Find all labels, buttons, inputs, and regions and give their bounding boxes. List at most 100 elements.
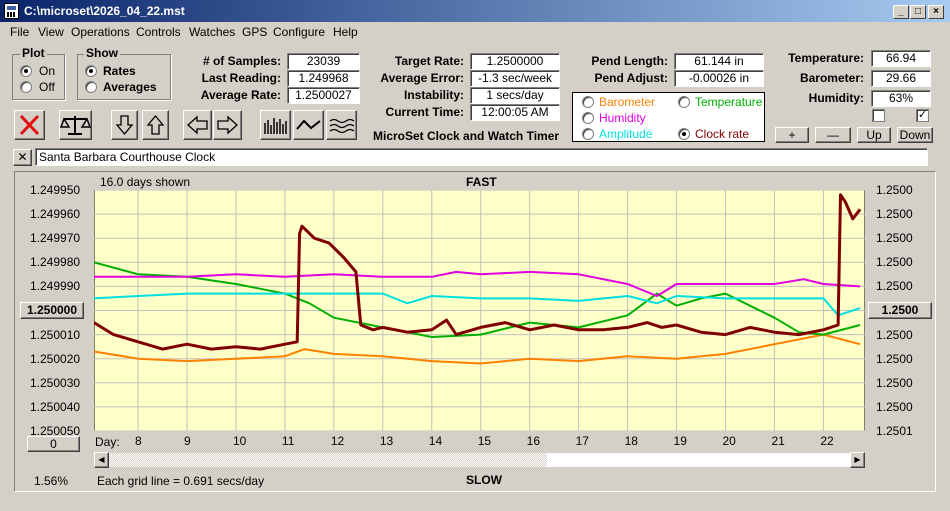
plot-grid (94, 190, 865, 431)
scroll-track[interactable] (109, 453, 547, 467)
average-error-label: Average Error: (380, 71, 464, 85)
scroll-thumb[interactable] (547, 453, 850, 467)
menu-controls[interactable]: Controls (136, 25, 181, 39)
menu-operations[interactable]: Operations (71, 25, 130, 39)
last-reading-value: 1.249968 (287, 70, 360, 87)
balance-button[interactable] (59, 110, 92, 140)
series-humidity-radio[interactable] (582, 112, 594, 124)
scroll-up-button[interactable] (142, 110, 169, 140)
option-checkbox-2[interactable]: ✓ (916, 109, 929, 122)
series-temperature-label: Temperature (695, 95, 763, 109)
days-shown-label: 16.0 days shown (100, 175, 191, 189)
stop-x-icon (19, 114, 40, 136)
plot-off-radio[interactable] (20, 81, 32, 93)
scroll-left-button[interactable] (183, 110, 212, 140)
average-rate-value: 1.2500027 (287, 87, 360, 104)
instability-label: Instability: (403, 88, 464, 102)
y-tick-right: 1.2500 (876, 231, 913, 246)
x-tick-label: 16 (526, 434, 541, 448)
x-tick-label: 12 (330, 434, 345, 448)
scroll-left-arrow-icon[interactable]: ◀ (94, 452, 109, 468)
x-tick-label: 22 (820, 434, 834, 448)
clear-name-button[interactable]: ✕ (13, 149, 32, 166)
stop-button[interactable] (14, 110, 45, 140)
average-error-value: -1.3 sec/week (470, 70, 560, 87)
y-tick-left: 1.249980 (30, 255, 81, 270)
x-tick-label: 18 (624, 434, 638, 448)
minus-button[interactable]: — (815, 127, 851, 143)
line-graph-icon (296, 119, 321, 130)
arrow-right-icon (217, 115, 238, 135)
app-icon[interactable] (4, 3, 19, 19)
slow-label: SLOW (466, 473, 502, 487)
arrow-left-icon (187, 115, 208, 135)
y-tick-left: 1.249950 (30, 183, 81, 197)
y-tick-right: 1.2500 (876, 399, 913, 414)
menu-watches[interactable]: Watches (189, 25, 236, 39)
x-tick-label: 19 (673, 434, 687, 448)
plus-button[interactable]: + (775, 127, 809, 143)
menu-gps[interactable]: GPS (242, 25, 268, 39)
series-temperature-radio[interactable] (678, 96, 690, 108)
series-amplitude-radio[interactable] (582, 128, 594, 140)
series-line-barometer (94, 333, 861, 365)
scroll-right-arrow-icon[interactable]: ▶ (850, 452, 865, 468)
y-tick-left: 1.250040 (30, 399, 81, 414)
last-reading-label: Last Reading: (201, 71, 281, 85)
title-bar (0, 0, 950, 22)
target-rate-value: 1.2500000 (470, 53, 560, 70)
instability-value: 1 secs/day (470, 87, 560, 104)
menu-configure[interactable]: Configure (273, 25, 326, 39)
series-clock-rate-radio[interactable] (678, 128, 690, 140)
x-tick-label: 11 (281, 434, 295, 448)
maximize-button[interactable]: □ (910, 5, 926, 19)
zoom-percent: 1.56% (34, 474, 69, 488)
line-view-button[interactable] (293, 110, 324, 140)
fast-label: FAST (466, 175, 497, 189)
menu-view[interactable]: View (38, 25, 64, 39)
show-rates-label: Rates (103, 64, 136, 78)
menu-file[interactable]: File (10, 25, 30, 39)
show-group-title: Show (84, 46, 120, 60)
x-tick-label: 17 (575, 434, 589, 448)
bar-graph-icon (264, 118, 287, 134)
scroll-right-button[interactable] (213, 110, 242, 140)
rate-plot (94, 190, 865, 431)
center-value-left[interactable]: 1.250000 (20, 302, 84, 319)
clock-name-field[interactable]: Santa Barbara Courthouse Clock (35, 148, 928, 166)
pend-adjust-label: Pend Adjust: (594, 71, 668, 85)
menu-help[interactable]: Help (333, 25, 358, 39)
smooth-view-button[interactable] (326, 110, 357, 140)
y-tick-right: 1.2500 (876, 207, 913, 222)
series-barometer-label: Barometer (599, 95, 656, 109)
plot-on-radio[interactable] (20, 65, 32, 77)
up-button[interactable]: Up (857, 127, 891, 143)
series-line-clock-rate (94, 193, 862, 351)
show-averages-label: Averages (103, 80, 157, 94)
down-button[interactable]: Down (897, 127, 933, 143)
x-tick-label: 21 (771, 434, 785, 448)
reset-zero-button[interactable]: 0 (27, 436, 80, 452)
minimize-button[interactable]: _ (893, 5, 909, 19)
y-tick-right: 1.2500 (876, 351, 913, 366)
plot-off-label: Off (39, 80, 55, 94)
y-tick-right: 1.2500 (876, 279, 913, 294)
option-checkbox-1[interactable] (872, 109, 885, 122)
series-humidity-label: Humidity (599, 111, 646, 125)
series-barometer-radio[interactable] (582, 96, 594, 108)
series-line-temperature (94, 261, 861, 338)
y-tick-left: 1.249960 (30, 207, 81, 222)
bar-view-button[interactable] (260, 110, 291, 140)
plot-series (94, 193, 862, 365)
show-group (77, 54, 171, 100)
scroll-down-button[interactable] (111, 110, 138, 140)
show-averages-radio[interactable] (85, 81, 97, 93)
center-value-right[interactable]: 1.2500 (868, 302, 932, 319)
x-tick-label: 20 (722, 434, 736, 448)
pend-length-label: Pend Length: (591, 54, 668, 68)
show-rates-radio[interactable] (85, 65, 97, 77)
close-button[interactable]: × (928, 5, 944, 19)
plot-on-label: On (39, 64, 56, 78)
x-tick-label: 8 (135, 434, 142, 448)
barometer-value: 29.66 (871, 70, 931, 87)
